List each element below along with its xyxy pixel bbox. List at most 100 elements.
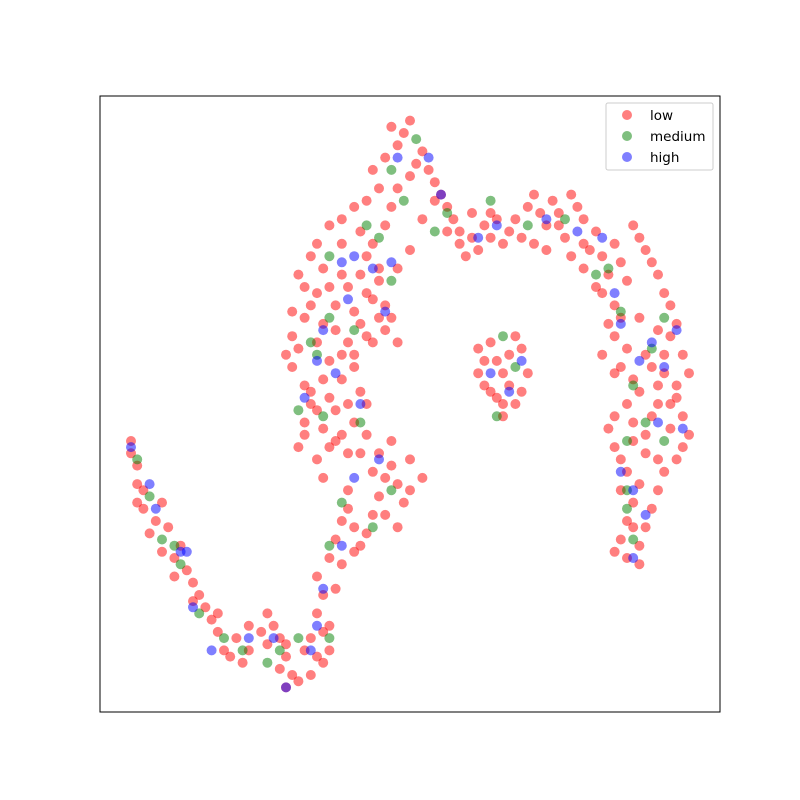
point-low-193 (299, 312, 310, 323)
point-low-61 (343, 448, 353, 459)
point-low-142 (665, 331, 676, 342)
point-medium-25 (522, 220, 533, 231)
point-low-109 (485, 208, 496, 218)
point-high-25 (491, 220, 502, 231)
point-low-214 (485, 232, 496, 243)
point-medium-3 (175, 559, 186, 570)
point-low-12 (181, 565, 192, 576)
point-low-38 (312, 608, 322, 619)
point-medium-29 (615, 306, 626, 317)
point-medium-4 (194, 608, 205, 619)
point-medium-41 (293, 405, 304, 416)
point-low-230 (336, 559, 347, 570)
point-low-71 (299, 417, 310, 428)
legend-label-high: high (650, 150, 679, 166)
point-low-198 (312, 238, 322, 249)
point-high-11 (318, 583, 329, 594)
point-low-285 (287, 306, 298, 317)
point-low-46 (355, 540, 366, 551)
point-low-55 (405, 485, 415, 496)
point-medium-42 (305, 337, 316, 348)
point-low-264 (653, 325, 663, 336)
point-low-177 (498, 368, 508, 379)
point-low-23 (256, 626, 267, 637)
point-low-217 (560, 232, 570, 243)
point-low-119 (566, 189, 577, 200)
legend: low medium high (605, 102, 714, 171)
point-low-21 (237, 657, 248, 668)
point-low-68 (355, 386, 366, 397)
point-low-123 (584, 245, 595, 255)
point-medium-14 (355, 417, 366, 428)
point-low-33 (305, 633, 316, 644)
point-low-54 (398, 497, 409, 508)
point-low-92 (361, 251, 372, 262)
point-low-14 (194, 590, 205, 600)
point-low-166 (659, 466, 670, 477)
point-low-278 (473, 343, 484, 354)
point-medium-21 (398, 195, 409, 206)
point-high-15 (355, 399, 366, 409)
point-medium-2 (157, 534, 167, 545)
point-low-216 (541, 245, 552, 255)
point-low-223 (212, 608, 223, 619)
point-low-197 (305, 251, 316, 262)
point-low-83 (374, 312, 384, 323)
point-low-274 (653, 454, 663, 465)
point-low-219 (144, 528, 155, 539)
point-low-225 (262, 608, 273, 619)
point-high-17 (318, 325, 329, 336)
point-low-131 (615, 362, 626, 372)
point-low-145 (659, 288, 670, 299)
point-low-48 (367, 509, 378, 520)
point-high-0 (144, 479, 155, 490)
point-low-34 (312, 651, 322, 662)
point-low-284 (281, 349, 291, 360)
point-low-209 (405, 115, 415, 126)
legend-label-low: low (650, 108, 673, 124)
point-low-246 (349, 306, 360, 317)
point-low-90 (343, 282, 353, 292)
point-high-39 (653, 417, 663, 428)
point-high-31 (634, 355, 645, 366)
point-low-191 (293, 343, 304, 354)
point-low-286 (312, 288, 322, 299)
point-low-91 (355, 269, 366, 280)
point-low-111 (504, 226, 515, 237)
point-low-114 (529, 189, 539, 200)
point-low-78 (336, 349, 347, 360)
point-low-182 (516, 386, 527, 397)
point-low-235 (405, 454, 415, 465)
point-low-280 (498, 399, 508, 409)
point-low-192 (287, 331, 298, 342)
point-medium-38 (510, 362, 521, 372)
point-low-272 (628, 522, 639, 533)
point-low-87 (330, 300, 341, 311)
point-low-16 (206, 614, 217, 625)
point-low-127 (609, 300, 620, 311)
point-low-140 (646, 362, 657, 372)
point-low-35 (318, 657, 329, 668)
point-low-200 (336, 214, 347, 225)
point-low-62 (330, 436, 341, 446)
point-low-146 (653, 269, 663, 280)
point-low-281 (312, 454, 322, 465)
point-low-172 (671, 380, 682, 391)
point-low-138 (653, 399, 663, 409)
point-low-232 (380, 509, 391, 520)
point-low-57 (355, 448, 366, 459)
point-high-42 (504, 386, 515, 397)
point-low-170 (677, 411, 688, 422)
point-high-41 (485, 368, 496, 379)
legend-marker-medium (622, 131, 632, 141)
points-layer (126, 115, 694, 693)
point-low-17 (212, 626, 223, 637)
point-low-288 (336, 238, 347, 249)
legend-label-medium: medium (650, 129, 705, 145)
point-low-101 (423, 164, 434, 175)
point-low-289 (355, 226, 366, 237)
point-low-178 (504, 349, 515, 360)
point-medium-10 (324, 540, 335, 551)
point-low-19 (225, 651, 236, 662)
point-medium-28 (603, 263, 614, 274)
